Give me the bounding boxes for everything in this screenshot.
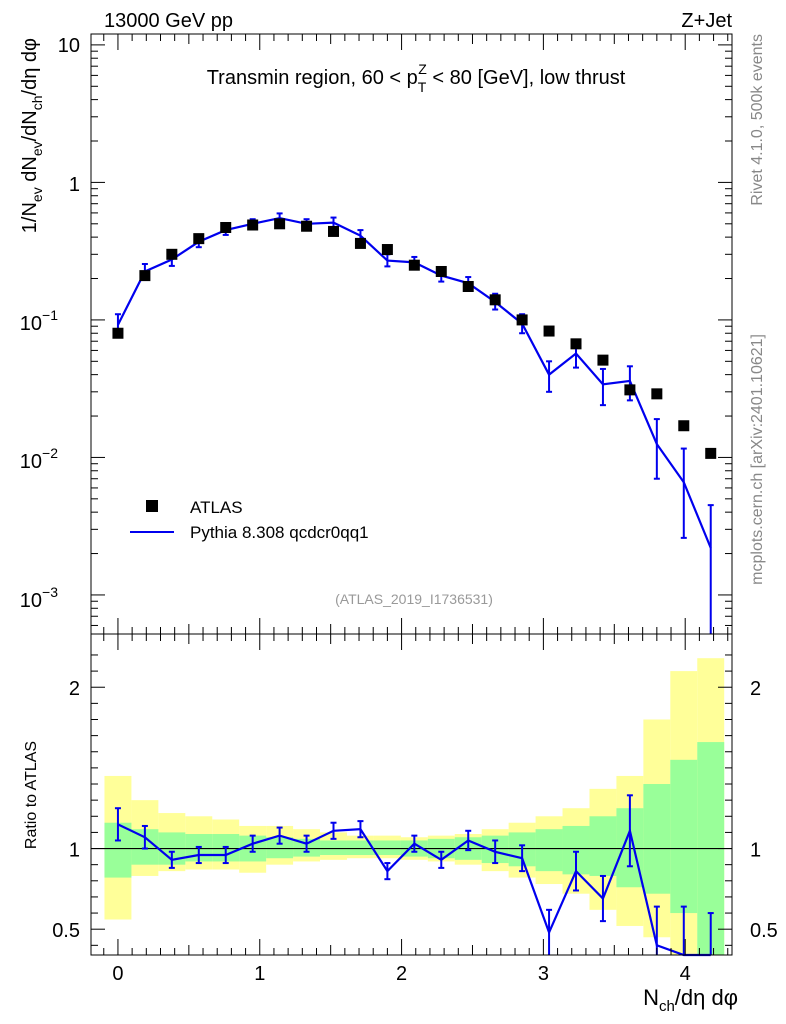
- main-plot-frame: [90, 33, 733, 635]
- ratio-xlabel-part-1: N: [643, 985, 659, 1010]
- ratio-panel: 0.5 0.5 1 1 2 2 0 1 2 3 4 Ratio to ATLAS Nch/dη dφ: [23, 633, 778, 1015]
- main-ytick-label-1e-1-exp: −1: [42, 307, 58, 323]
- ratio-xlabel-part-3: /dη dφ: [675, 985, 738, 1010]
- main-ytick-label-1e-2: 10−2: [20, 445, 58, 473]
- main-ylabel-part-5: /dN: [19, 110, 41, 141]
- ratio-xtick-label: 1: [254, 963, 265, 985]
- atlas-data-point: [139, 270, 151, 282]
- atlas-data-point: [624, 384, 636, 396]
- ratio-ytick-label-right: 2: [750, 678, 761, 700]
- ratio-plot-frame: [90, 633, 733, 956]
- atlas-data-point: [651, 388, 663, 400]
- atlas-data-point: [435, 265, 447, 277]
- atlas-data-point: [354, 237, 366, 249]
- header-right-label: Z+Jet: [681, 10, 732, 32]
- main-ytick-label-1: 1: [69, 174, 80, 196]
- ratio-line: [117, 823, 711, 957]
- ratio-xtick-label: 2: [396, 963, 407, 985]
- main-ytick-label-1e-3-base: 10: [20, 590, 42, 612]
- main-watermark: (ATLAS_2019_I1736531): [335, 591, 493, 607]
- ratio-ytick-label: 1: [69, 840, 80, 862]
- ratio-xtick-label: 3: [538, 963, 549, 985]
- main-title-part-2: T: [418, 79, 427, 95]
- main-ytick-label-1e-1-base: 10: [20, 313, 42, 335]
- main-ylabel-part-6: ch: [29, 95, 45, 110]
- main-ylabel-part-7: /dη dφ: [19, 38, 41, 95]
- atlas-data-point: [220, 221, 232, 233]
- main-ytick-label-1e-1: 10−1: [20, 307, 58, 335]
- ratio-band-stat: [346, 840, 374, 855]
- atlas-data-point: [381, 244, 393, 256]
- ratio-band-stat: [589, 816, 617, 876]
- main-title-part-4: < 80 [GeV], low thrust: [427, 67, 626, 89]
- main-ylabel-part-2: ev: [29, 187, 45, 202]
- ratio-ylabel: Ratio to ATLAS: [23, 741, 40, 849]
- legend: ATLAS Pythia 8.308 qcdcr0qq1: [130, 498, 369, 542]
- ratio-band-stat: [266, 837, 294, 859]
- ratio-ytick-label-right: 1: [750, 840, 761, 862]
- ratio-band-stat: [670, 759, 698, 914]
- main-title-part-1: Transmin region, 60 < p: [207, 67, 418, 89]
- atlas-data-point: [543, 325, 555, 337]
- atlas-data-point: [678, 420, 690, 432]
- legend-label-pythia: Pythia 8.308 qcdcr0qq1: [190, 523, 369, 542]
- main-ytick-label-10: 10: [58, 35, 80, 57]
- ratio-xlabel-part-2: ch: [659, 998, 675, 1015]
- ratio-xlabel: Nch/dη dφ: [643, 985, 738, 1015]
- ratio-band-stat: [643, 784, 671, 894]
- atlas-data-point: [597, 354, 609, 366]
- side-label-mcplots: mcplots.cern.ch [arXiv:2401.10621]: [749, 334, 766, 585]
- main-ytick-label-1e-2-exp: −2: [42, 445, 58, 461]
- main-title-part-3: Z: [418, 61, 427, 77]
- atlas-data-point: [408, 259, 420, 271]
- main-ytick-label-1e-3-exp: −3: [42, 584, 58, 600]
- main-title: Transmin region, 60 < pTZ < 80 [GeV], lo…: [207, 61, 626, 95]
- ratio-ytick-label: 0.5: [52, 920, 80, 942]
- atlas-data-point: [193, 233, 205, 245]
- ratio-xtick-label: 0: [112, 963, 123, 985]
- atlas-data-point: [489, 294, 501, 306]
- ratio-ytick-label-right: 0.5: [750, 920, 778, 942]
- atlas-data-point: [112, 327, 124, 339]
- atlas-data-point: [462, 280, 474, 292]
- main-ylabel-part-1: 1/N: [19, 202, 41, 233]
- main-ytick-label-1e-2-base: 10: [20, 451, 42, 473]
- atlas-data-point: [705, 447, 717, 459]
- main-ylabel: 1/Nev dNev/dNch/dη dφ: [19, 38, 45, 233]
- ratio-ytick-label: 2: [69, 678, 80, 700]
- ratio-band-stat: [320, 840, 347, 855]
- legend-label-atlas: ATLAS: [190, 498, 243, 517]
- atlas-data-point: [274, 218, 286, 230]
- legend-marker-atlas: [146, 500, 158, 512]
- atlas-data-point: [570, 338, 582, 350]
- main-ytick-label-1e-3: 10−3: [20, 584, 58, 612]
- main-panel: Transmin region, 60 < pTZ < 80 [GeV], lo…: [19, 33, 733, 635]
- atlas-data-point: [328, 225, 340, 237]
- side-label-rivet: Rivet 4.1.0, 500k events: [749, 34, 766, 206]
- atlas-data-point: [516, 314, 528, 326]
- atlas-data-point: [166, 248, 178, 260]
- main-ylabel-part-3: dN: [19, 156, 41, 187]
- ratio-band-stat: [535, 829, 563, 872]
- header-left-label: 13000 GeV pp: [104, 10, 233, 32]
- atlas-data-point: [301, 220, 313, 232]
- main-ylabel-part-4: ev: [29, 141, 45, 156]
- atlas-data-point: [247, 219, 259, 231]
- ratio-xtick-label: 4: [680, 963, 691, 985]
- ratio-band-stat: [373, 840, 401, 855]
